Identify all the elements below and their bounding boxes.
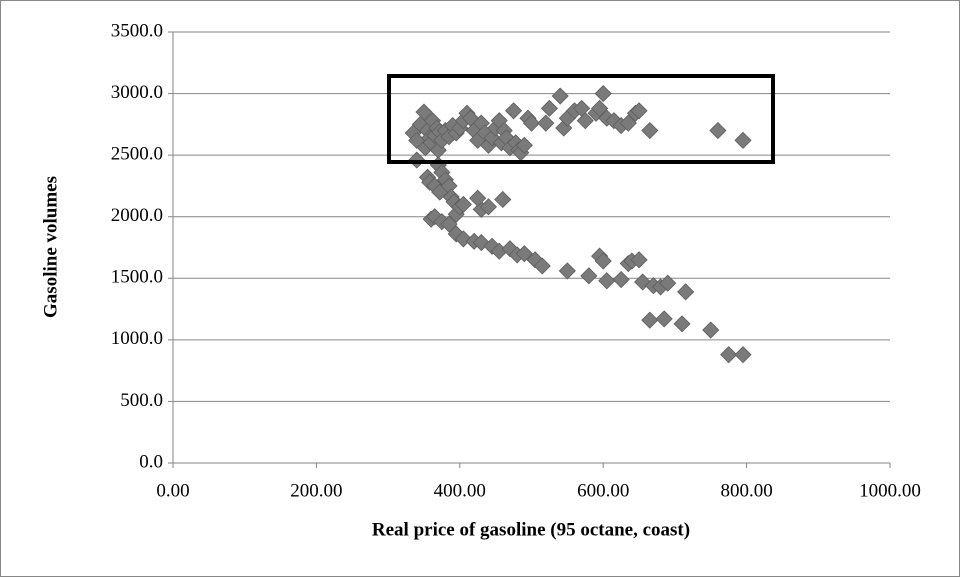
x-tick-label: 0.00 (156, 480, 189, 501)
scatter-point (619, 114, 637, 132)
scatter-point (540, 99, 558, 117)
scatter-point (469, 189, 487, 207)
scatter-point (734, 346, 752, 364)
scatter-point (494, 190, 512, 209)
scatter-point (591, 99, 609, 117)
scatter-point (673, 315, 691, 333)
y-tick-label: 2000.0 (111, 205, 163, 226)
x-tick-label: 600.00 (577, 480, 629, 501)
scatter-point (655, 310, 673, 328)
scatter-point (454, 195, 472, 213)
scatter-point (558, 262, 576, 280)
scatter-point (594, 252, 612, 270)
scatter-point (630, 102, 648, 120)
scatter-point (537, 114, 555, 132)
scatter-point (594, 85, 612, 103)
y-tick-label: 1000.0 (111, 328, 163, 349)
scatter-point (483, 237, 501, 255)
scatter-point (515, 136, 533, 154)
scatter-point (605, 112, 623, 130)
scatter-point (612, 270, 630, 289)
scatter-point (580, 267, 598, 285)
y-tick-label: 3000.0 (111, 82, 163, 103)
x-axis-title: Real price of gasoline (95 octane, coast… (372, 519, 690, 540)
scatter-point (709, 121, 727, 140)
x-tick-label: 800.00 (720, 480, 772, 501)
y-tick-label: 0.0 (139, 451, 163, 472)
y-tick-label: 2500.0 (111, 144, 163, 165)
x-tick-label: 400.00 (434, 480, 486, 501)
y-tick-label: 1500.0 (111, 267, 163, 288)
y-tick-label: 500.0 (120, 390, 163, 411)
y-axis-title: Gasoline volumes (40, 176, 61, 318)
x-tick-label: 1000.00 (859, 480, 921, 501)
scatter-point (551, 87, 569, 105)
scatter-point (479, 198, 498, 216)
scatter-point (598, 272, 616, 290)
scatter-point (440, 215, 458, 233)
scatter-point (522, 114, 541, 132)
scatter-point (505, 102, 523, 120)
x-tick-label: 200.00 (290, 480, 342, 501)
scatter-point (734, 131, 752, 149)
scatter-point (659, 274, 677, 292)
scatter-point (630, 251, 648, 269)
scatter-point (576, 112, 594, 130)
highlight-box (387, 74, 775, 164)
scatter-point (533, 257, 551, 275)
scatter-point (641, 311, 659, 329)
scatter-point (515, 245, 533, 263)
y-tick-label: 3500.0 (111, 20, 163, 41)
scatter-point (415, 103, 433, 121)
scatter-point (677, 283, 695, 301)
scatter-point (641, 121, 659, 140)
scatter-point (555, 119, 573, 137)
scatter-point (720, 346, 738, 364)
scatter-point (702, 321, 720, 339)
